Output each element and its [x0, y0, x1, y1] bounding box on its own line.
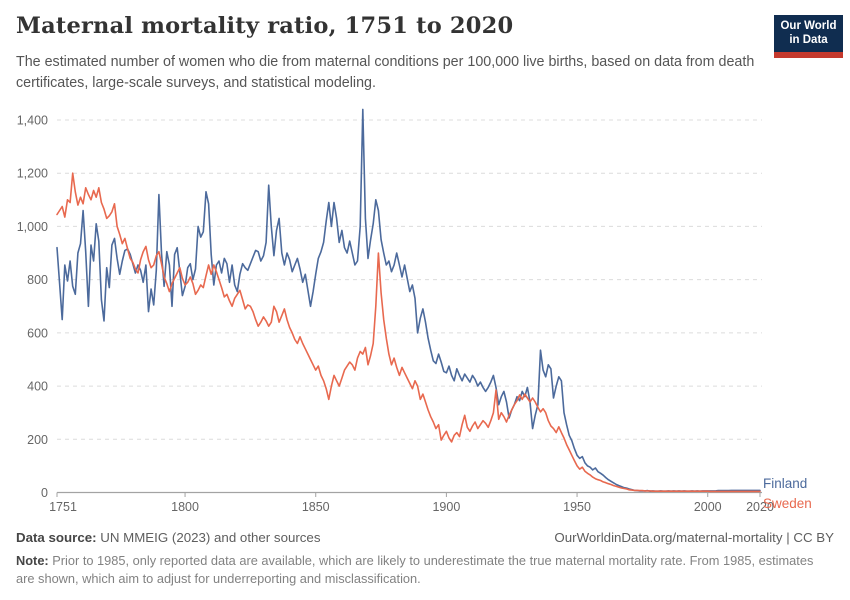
- canonical-link[interactable]: OurWorldinData.org/maternal-mortality | …: [554, 530, 834, 545]
- footnote: Note: Prior to 1985, only reported data …: [16, 552, 834, 588]
- legend: Finland Sweden: [763, 474, 812, 514]
- footnote-text: Prior to 1985, only reported data are av…: [16, 553, 814, 586]
- x-tick-label: 1950: [563, 500, 591, 514]
- x-tick-label: 1900: [432, 500, 460, 514]
- y-tick-label: 600: [27, 326, 48, 340]
- y-tick-label: 1,200: [17, 167, 48, 181]
- x-tick-label: 1850: [302, 500, 330, 514]
- legend-label-sweden[interactable]: Sweden: [763, 496, 812, 511]
- legend-label-finland[interactable]: Finland: [763, 476, 808, 491]
- chart-subtitle: The estimated number of women who die fr…: [16, 54, 755, 91]
- data-source-text: UN MMEIG (2023) and other sources: [96, 530, 321, 545]
- finland-line[interactable]: [56, 108, 761, 492]
- data-source: Data source: UN MMEIG (2023) and other s…: [16, 530, 320, 545]
- footer: Data source: UN MMEIG (2023) and other s…: [16, 530, 834, 588]
- owid-logo-line2: in Data: [789, 33, 828, 46]
- sweden-line[interactable]: [56, 172, 761, 493]
- x-tick-label: 1751: [49, 500, 77, 514]
- x-tick-label: 2020: [746, 500, 774, 514]
- y-tick-label: 800: [27, 273, 48, 287]
- page-title: Maternal mortality ratio, 1751 to 2020: [16, 13, 514, 39]
- y-tick-label: 1,000: [17, 220, 48, 234]
- y-tick-label: 1,400: [17, 114, 48, 128]
- data-source-label: Data source:: [16, 530, 97, 545]
- x-tick-label: 2000: [694, 500, 722, 514]
- y-tick-label: 0: [41, 486, 48, 500]
- owid-logo-line1: Our World: [780, 20, 837, 32]
- footnote-label: Note:: [16, 553, 49, 568]
- owid-logo[interactable]: Our World in Data: [774, 15, 843, 58]
- y-tick-label: 200: [27, 433, 48, 447]
- x-tick-label: 1800: [171, 500, 199, 514]
- y-tick-label: 400: [27, 380, 48, 394]
